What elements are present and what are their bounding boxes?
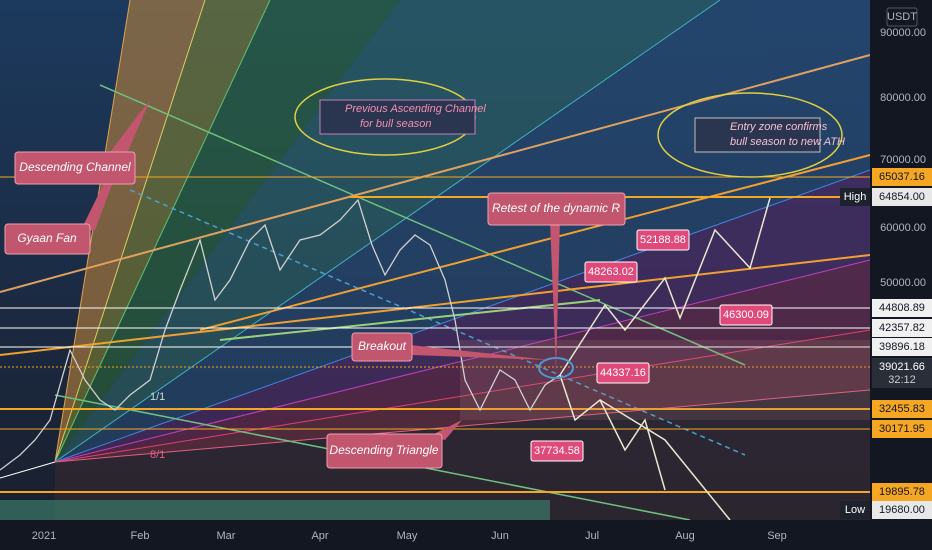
currency: USDT bbox=[887, 11, 917, 23]
marker-label: Low bbox=[845, 504, 865, 516]
annotation: Descending Channel bbox=[19, 160, 131, 174]
time-axis-label: May bbox=[397, 530, 418, 542]
price-tag-value: 19895.78 bbox=[879, 486, 925, 498]
price-tag bbox=[872, 501, 932, 519]
currency-badge bbox=[886, 7, 918, 27]
price-axis-label: 90000.00 bbox=[880, 27, 926, 39]
marker-tag bbox=[840, 188, 870, 206]
price-tag-value: 64854.00 bbox=[879, 191, 925, 203]
horizontal-levels bbox=[0, 176, 870, 493]
price-axis-label: 50000.00 bbox=[880, 277, 926, 289]
price-axis-label: 60000.00 bbox=[880, 222, 926, 234]
annotation: Breakout bbox=[358, 339, 407, 353]
price-label: 44337.16 bbox=[600, 367, 646, 379]
annotation: Retest of the dynamic R bbox=[492, 201, 620, 215]
price-label: 37734.58 bbox=[534, 445, 580, 457]
time-axis-label: Feb bbox=[131, 530, 150, 542]
price-tag bbox=[872, 319, 932, 337]
annotation: bull season to new ATH bbox=[730, 136, 845, 148]
price-tag-value: 44808.89 bbox=[879, 302, 925, 314]
price-tag-value: 39896.18 bbox=[879, 341, 925, 353]
time-axis-label: Sep bbox=[767, 530, 787, 542]
time-axis-label: Aug bbox=[675, 530, 695, 542]
time-axis bbox=[0, 520, 870, 550]
annotation: Gyaan Fan bbox=[17, 231, 77, 245]
price-tags: 65037.16 64854.00 High 44808.89 42357.82 3989… bbox=[840, 168, 932, 519]
annotation: for bull season bbox=[360, 118, 432, 130]
price-tag-value: 32455.83 bbox=[879, 403, 925, 415]
price-tag bbox=[872, 168, 932, 186]
fan-label: 8/1 bbox=[150, 449, 165, 461]
price-label: 46300.09 bbox=[723, 309, 769, 321]
price-line bbox=[0, 198, 561, 471]
price-label: 52188.88 bbox=[640, 234, 686, 246]
price-tag-value: 42357.82 bbox=[879, 322, 925, 334]
annotations: Descending Channel Gyaan Fan Previous As… bbox=[4, 99, 845, 469]
marker-label: High bbox=[844, 191, 867, 203]
price-tag-timer: 32:12 bbox=[888, 374, 916, 386]
forecast-zone bbox=[460, 340, 870, 420]
price-tag bbox=[872, 483, 932, 501]
price-tag-value: 39021.66 bbox=[879, 361, 925, 373]
price-axis-label: 70000.00 bbox=[880, 154, 926, 166]
price-tag bbox=[872, 338, 932, 356]
projection-paths bbox=[559, 197, 771, 521]
price-tag-value: 65037.16 bbox=[879, 171, 925, 183]
time-axis-label: Apr bbox=[311, 530, 328, 542]
annotation: Entry zone confirms bbox=[730, 121, 828, 133]
price-axis-label: 80000.00 bbox=[880, 92, 926, 104]
time-axis-label: Mar bbox=[217, 530, 236, 542]
fan-label: 1/1 bbox=[150, 391, 165, 403]
marker-tag bbox=[840, 501, 870, 519]
axis-labels: 90000.00 80000.00 70000.00 60000.00 50000.00… bbox=[32, 27, 926, 542]
annotation: Descending Triangle bbox=[329, 443, 438, 457]
time-axis-label: Jul bbox=[585, 530, 599, 542]
price-tag bbox=[872, 400, 932, 418]
price-tag bbox=[872, 358, 932, 388]
fan-lines bbox=[0, 0, 871, 479]
annotation: Previous Ascending Channel bbox=[345, 103, 486, 115]
time-axis-label: Jun bbox=[491, 530, 509, 542]
price-tag bbox=[872, 420, 932, 438]
price-tag bbox=[872, 188, 932, 206]
volume-bars bbox=[0, 500, 550, 520]
price-tag-value: 30171.95 bbox=[879, 423, 925, 435]
price-label: 48263.02 bbox=[588, 266, 634, 278]
price-tag-value: 19680.00 bbox=[879, 504, 925, 516]
time-axis-label: 2021 bbox=[32, 530, 56, 542]
price-axis bbox=[870, 0, 932, 550]
price-tag bbox=[872, 299, 932, 317]
price-labels: 48263.02 52188.88 46300.09 44337.16 3773… bbox=[530, 229, 773, 462]
